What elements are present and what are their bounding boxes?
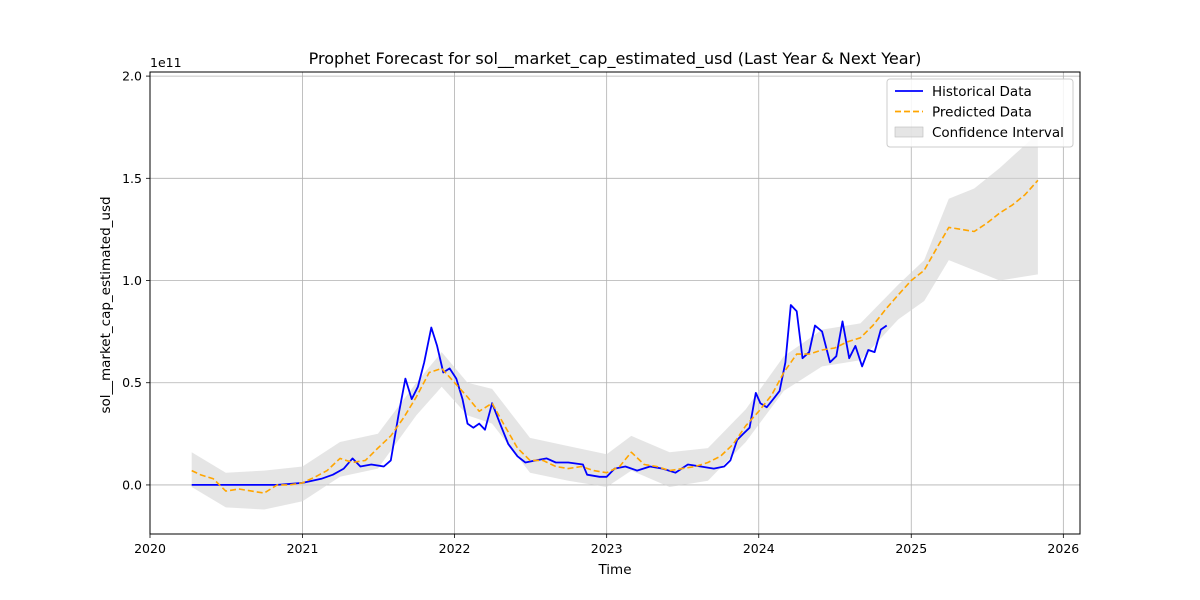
- x-axis-label: Time: [597, 562, 631, 578]
- plot-frame: [149, 71, 1081, 535]
- x-tick-label: 2021: [287, 541, 319, 556]
- x-tick-label: 2023: [591, 541, 623, 556]
- y-tick-label: 1.0: [122, 273, 142, 288]
- legend-label: Historical Data: [932, 84, 1032, 100]
- y-tick-label: 1.5: [122, 171, 142, 186]
- chart-title: Prophet Forecast for sol__market_cap_est…: [309, 49, 922, 69]
- confidence-interval-band: [191, 133, 1038, 510]
- x-tick-label: 2022: [439, 541, 471, 556]
- x-tick-label: 2024: [743, 541, 775, 556]
- legend-label: Confidence Interval: [932, 125, 1064, 141]
- x-tick-label: 2026: [1047, 541, 1079, 556]
- y-offset-label: 1e11: [150, 55, 182, 70]
- legend-label: Predicted Data: [932, 105, 1032, 121]
- legend-swatch-interval: [894, 126, 924, 138]
- x-tick-label: 2025: [895, 541, 927, 556]
- y-tick-label: 0.5: [122, 375, 142, 390]
- predicted-data-line: [191, 179, 1039, 494]
- historical-data-line: [191, 304, 888, 486]
- x-tick-label: 2020: [134, 541, 166, 556]
- y-tick-label: 0.0: [122, 477, 142, 492]
- y-axis-label: sol__market_cap_estimated_usd: [98, 196, 114, 413]
- y-tick-label: 2.0: [122, 69, 142, 84]
- legend-box: [886, 78, 1074, 148]
